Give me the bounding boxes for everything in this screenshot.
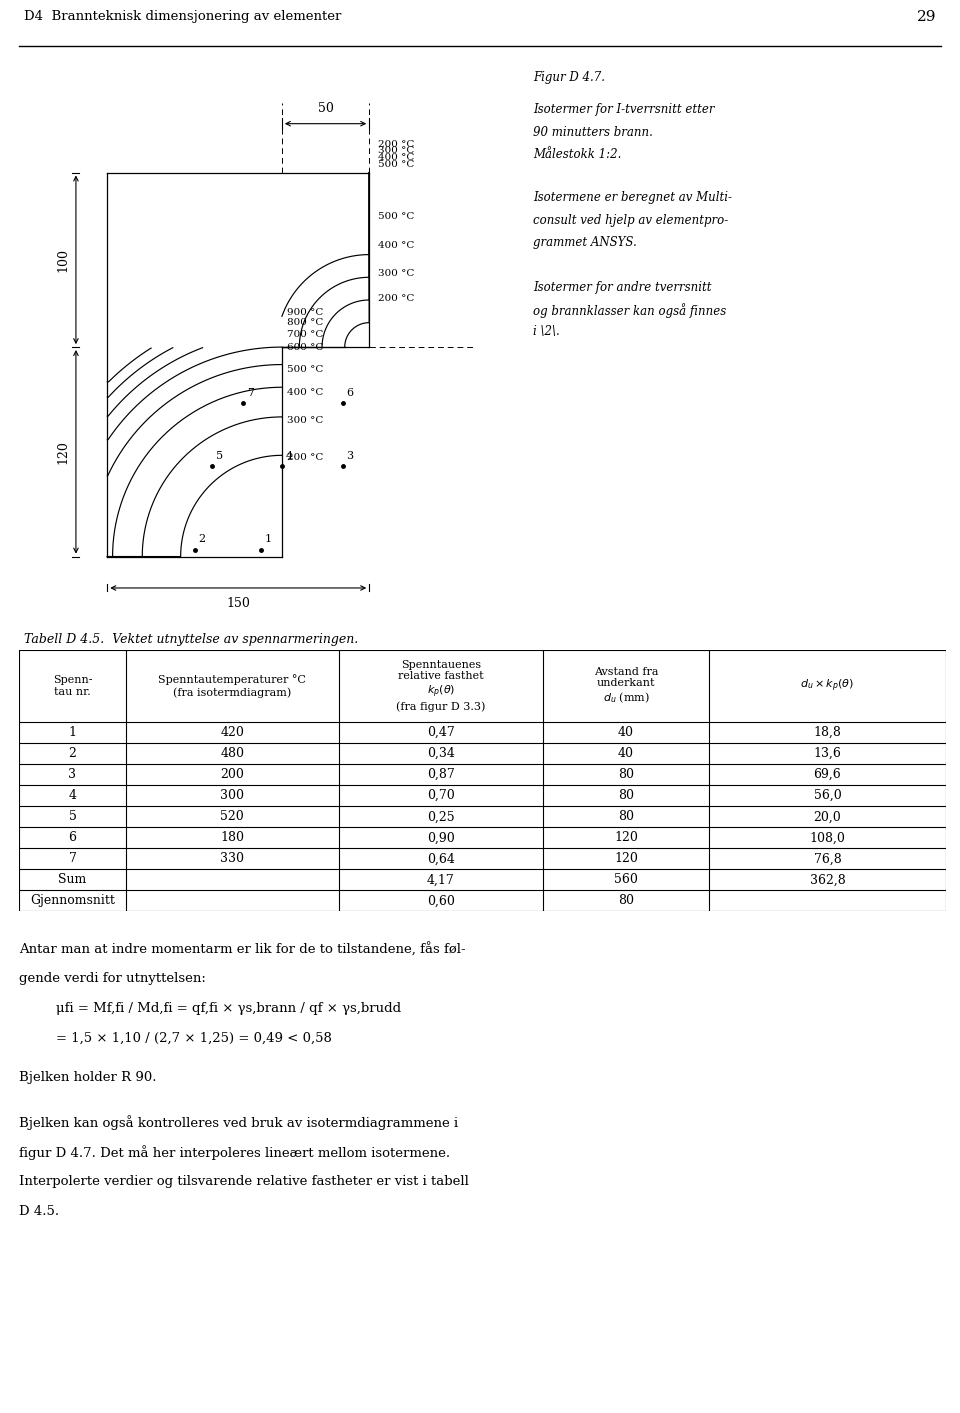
Text: 80: 80 (618, 769, 634, 781)
Text: 0,64: 0,64 (427, 852, 455, 865)
Text: 400 °C: 400 °C (287, 389, 324, 397)
Text: 0,25: 0,25 (427, 810, 454, 824)
Text: 0,34: 0,34 (427, 747, 455, 760)
Text: 300 °C: 300 °C (287, 415, 324, 425)
Text: 3: 3 (68, 769, 77, 781)
Text: 100: 100 (56, 247, 69, 271)
Text: 2: 2 (68, 747, 77, 760)
Text: 7: 7 (247, 387, 254, 397)
Text: 80: 80 (618, 810, 634, 824)
Text: 330: 330 (220, 852, 244, 865)
Text: 0,60: 0,60 (427, 894, 455, 907)
Text: figur D 4.7. Det må her interpoleres lineært mellom isotermene.: figur D 4.7. Det må her interpoleres lin… (19, 1145, 450, 1160)
Text: 1: 1 (264, 534, 272, 544)
Text: Isotermer for I-tverrsnitt etter: Isotermer for I-tverrsnitt etter (533, 103, 714, 116)
Text: 90 minutters brann.: 90 minutters brann. (533, 126, 653, 138)
Text: 200 °C: 200 °C (378, 294, 415, 302)
Text: og brannklasser kan også finnes: og brannklasser kan også finnes (533, 302, 726, 318)
Text: 480: 480 (220, 747, 244, 760)
Text: 560: 560 (614, 873, 638, 886)
Text: 50: 50 (318, 102, 333, 114)
Text: 200 °C: 200 °C (287, 452, 324, 462)
Text: 120: 120 (614, 831, 638, 845)
Text: 6: 6 (68, 831, 77, 845)
Text: 40: 40 (618, 747, 634, 760)
Text: 120: 120 (56, 439, 69, 463)
Text: 2: 2 (198, 534, 205, 544)
Text: Interpolerte verdier og tilsvarende relative fastheter er vist i tabell: Interpolerte verdier og tilsvarende rela… (19, 1174, 469, 1188)
Text: 120: 120 (614, 852, 638, 865)
Text: Isotermer for andre tverrsnitt: Isotermer for andre tverrsnitt (533, 281, 711, 294)
Text: 400 °C: 400 °C (378, 242, 415, 250)
Text: 500 °C: 500 °C (378, 160, 415, 170)
Text: 1: 1 (68, 726, 77, 739)
Text: 0,90: 0,90 (427, 831, 455, 845)
Text: 420: 420 (221, 726, 244, 739)
Text: 200 °C: 200 °C (378, 140, 415, 148)
Text: Isotermene er beregnet av Multi-: Isotermene er beregnet av Multi- (533, 191, 732, 205)
Text: 900 °C: 900 °C (287, 308, 324, 317)
Text: 150: 150 (227, 596, 251, 609)
Text: 4: 4 (68, 790, 77, 803)
Text: 69,6: 69,6 (814, 769, 841, 781)
Text: 5: 5 (216, 451, 223, 461)
Text: Bjelken kan også kontrolleres ved bruk av isotermdiagrammene i: Bjelken kan også kontrolleres ved bruk a… (19, 1115, 458, 1130)
Text: 3: 3 (347, 451, 353, 461)
Text: 5: 5 (68, 810, 77, 824)
Text: 0,70: 0,70 (427, 790, 455, 803)
Text: 7: 7 (68, 852, 77, 865)
Text: 18,8: 18,8 (813, 726, 841, 739)
Text: 0,47: 0,47 (427, 726, 455, 739)
Text: Spenn-
tau nr.: Spenn- tau nr. (53, 675, 92, 697)
Text: 500 °C: 500 °C (287, 366, 324, 374)
Text: 80: 80 (618, 894, 634, 907)
Text: Spenntautemperaturer °C
(fra isotermdiagram): Spenntautemperaturer °C (fra isotermdiag… (158, 674, 306, 698)
Text: 500 °C: 500 °C (378, 212, 415, 220)
Text: $d_u \times k_p(\theta)$: $d_u \times k_p(\theta)$ (801, 678, 854, 694)
Text: 20,0: 20,0 (814, 810, 841, 824)
Text: 4: 4 (285, 451, 293, 461)
Text: Antar man at indre momentarm er lik for de to tilstandene, fås føl-: Antar man at indre momentarm er lik for … (19, 942, 466, 957)
Text: 600 °C: 600 °C (287, 343, 324, 352)
Text: 700 °C: 700 °C (287, 331, 324, 339)
Text: 400 °C: 400 °C (378, 153, 415, 162)
Text: 520: 520 (221, 810, 244, 824)
Text: Gjennomsnitt: Gjennomsnitt (30, 894, 115, 907)
Text: 56,0: 56,0 (814, 790, 841, 803)
Text: 800 °C: 800 °C (287, 318, 324, 328)
Text: D4  Brannteknisk dimensjonering av elementer: D4 Brannteknisk dimensjonering av elemen… (24, 10, 342, 24)
Text: 108,0: 108,0 (809, 831, 846, 845)
Text: μfi = Mf,fi / Md,fi = qf,fi × γs,brann / qf × γs,brudd: μfi = Mf,fi / Md,fi = qf,fi × γs,brann /… (56, 1002, 401, 1015)
Text: 200: 200 (221, 769, 244, 781)
Text: Bjelken holder R 90.: Bjelken holder R 90. (19, 1071, 156, 1084)
Text: Tabell D 4.5.  Vektet utnyttelse av spennarmeringen.: Tabell D 4.5. Vektet utnyttelse av spenn… (24, 633, 358, 646)
Text: Figur D 4.7.: Figur D 4.7. (533, 71, 605, 85)
Text: consult ved hjelp av elementpro-: consult ved hjelp av elementpro- (533, 213, 728, 226)
Text: 300: 300 (220, 790, 244, 803)
Text: grammet ANSYS.: grammet ANSYS. (533, 236, 636, 249)
Text: 362,8: 362,8 (809, 873, 846, 886)
Text: 300 °C: 300 °C (378, 147, 415, 155)
Text: gende verdi for utnyttelsen:: gende verdi for utnyttelsen: (19, 972, 206, 985)
Text: Spenntauenes
relative fasthet
$k_p(\theta)$
(fra figur D 3.3): Spenntauenes relative fasthet $k_p(\thet… (396, 660, 486, 712)
Text: Sum: Sum (59, 873, 86, 886)
Text: 80: 80 (618, 790, 634, 803)
Text: D 4.5.: D 4.5. (19, 1205, 60, 1218)
Text: 300 °C: 300 °C (378, 270, 415, 278)
Text: 76,8: 76,8 (814, 852, 841, 865)
Text: i \2\.: i \2\. (533, 325, 560, 338)
Text: Avstand fra
underkant
$d_u$ (mm): Avstand fra underkant $d_u$ (mm) (593, 667, 659, 705)
Text: 13,6: 13,6 (813, 747, 841, 760)
Text: 0,87: 0,87 (427, 769, 455, 781)
Text: 4,17: 4,17 (427, 873, 455, 886)
Text: 6: 6 (347, 387, 353, 397)
Text: 40: 40 (618, 726, 634, 739)
Text: = 1,5 × 1,10 / (2,7 × 1,25) = 0,49 < 0,58: = 1,5 × 1,10 / (2,7 × 1,25) = 0,49 < 0,5… (56, 1031, 332, 1044)
Text: 180: 180 (220, 831, 244, 845)
Text: Målestokk 1:2.: Målestokk 1:2. (533, 148, 621, 161)
Text: 29: 29 (917, 10, 936, 24)
